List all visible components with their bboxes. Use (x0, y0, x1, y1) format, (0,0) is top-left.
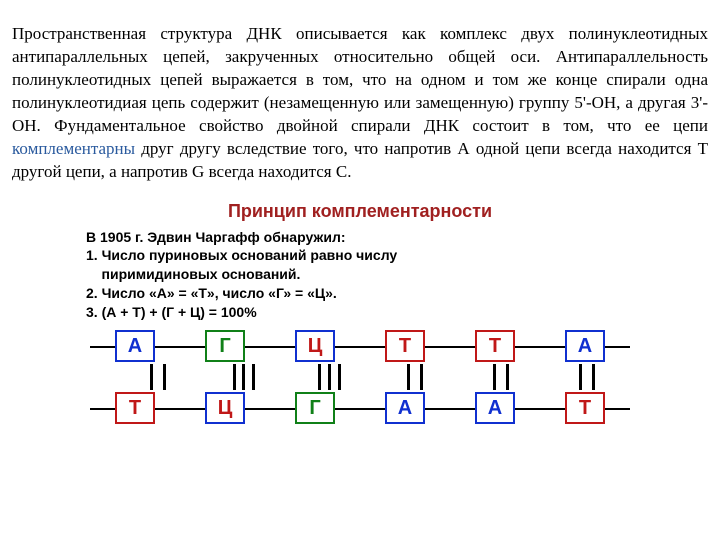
bond-3 (312, 364, 348, 390)
base-C: Ц (205, 392, 245, 424)
base-T: Т (565, 392, 605, 424)
hydrogen-bonds (115, 364, 630, 390)
bond-2 (569, 364, 605, 390)
base-T: Т (475, 330, 515, 362)
bond-2 (140, 364, 176, 390)
base-A: А (115, 330, 155, 362)
base-G: Г (295, 392, 335, 424)
bottom-backbone (90, 408, 630, 410)
fig-rule-1: 1. Число пуриновых оснований равно числу (86, 246, 640, 265)
fig-rule-2: 2. Число «А» = «Т», число «Г» = «Ц». (86, 284, 640, 303)
dna-diagram: АГЦТТА ТЦГААТ (90, 328, 630, 426)
base-G: Г (205, 330, 245, 362)
para-pre: Пространственная структура ДНК описывает… (12, 24, 708, 135)
fig-rule-1b: пиримидиновых оснований. (86, 265, 640, 284)
base-A: А (565, 330, 605, 362)
bond-2 (397, 364, 433, 390)
base-A: А (475, 392, 515, 424)
top-backbone (90, 346, 630, 348)
bond-3 (226, 364, 262, 390)
base-T: Т (385, 330, 425, 362)
bottom-strand: ТЦГААТ (90, 390, 630, 426)
figure-title: Принцип комплементарности (80, 201, 640, 222)
main-paragraph: Пространственная структура ДНК описывает… (12, 23, 708, 184)
figure-rules: В 1905 г. Эдвин Чаргафф обнаружил: 1. Чи… (86, 228, 640, 322)
base-A: А (385, 392, 425, 424)
complementarity-figure: Принцип комплементарности В 1905 г. Эдви… (80, 201, 640, 426)
para-highlight: комплементарны (12, 139, 135, 158)
bond-2 (483, 364, 519, 390)
fig-intro-line: В 1905 г. Эдвин Чаргафф обнаружил: (86, 228, 640, 247)
base-T: Т (115, 392, 155, 424)
base-C: Ц (295, 330, 335, 362)
fig-rule-3: 3. (А + Т) + (Г + Ц) = 100% (86, 303, 640, 322)
top-strand: АГЦТТА (90, 328, 630, 364)
